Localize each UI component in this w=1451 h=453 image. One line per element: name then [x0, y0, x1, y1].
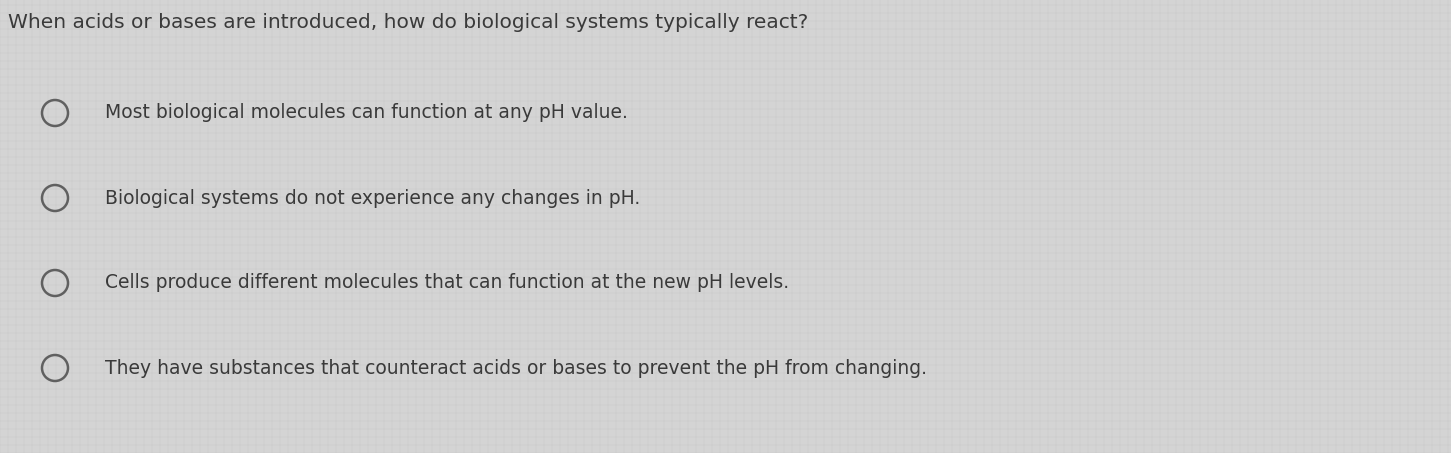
Text: Cells produce different molecules that can function at the new pH levels.: Cells produce different molecules that c…	[104, 274, 789, 293]
Text: Biological systems do not experience any changes in pH.: Biological systems do not experience any…	[104, 188, 640, 207]
Text: Most biological molecules can function at any pH value.: Most biological molecules can function a…	[104, 103, 628, 122]
Text: When acids or bases are introduced, how do biological systems typically react?: When acids or bases are introduced, how …	[9, 14, 808, 33]
Text: They have substances that counteract acids or bases to prevent the pH from chang: They have substances that counteract aci…	[104, 358, 927, 377]
